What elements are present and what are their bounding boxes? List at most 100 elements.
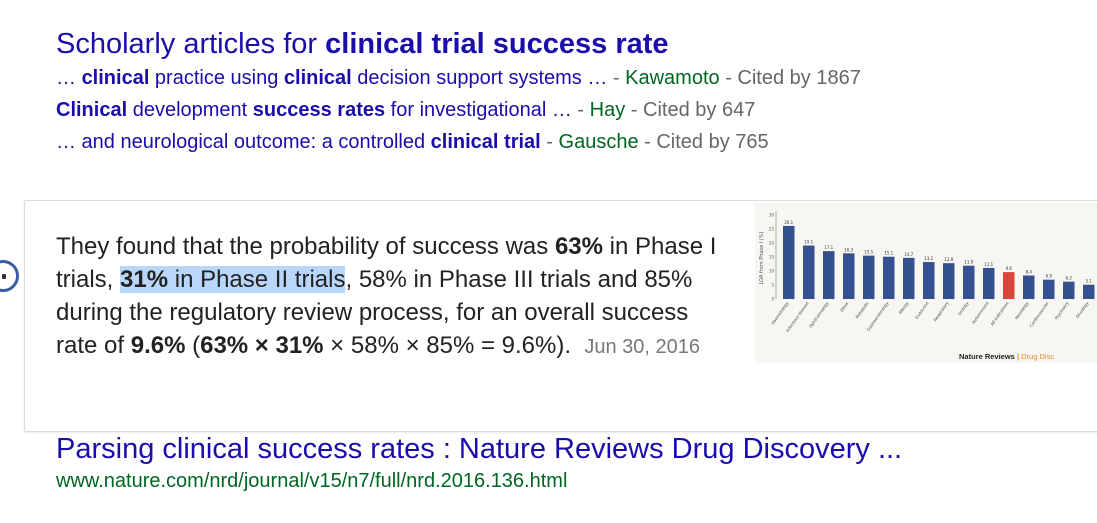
snippet-bold: 31% — [120, 266, 169, 293]
snippet-part: ( — [185, 332, 201, 359]
result-title-link[interactable]: Parsing clinical success rates : Nature … — [56, 433, 903, 465]
chart-data-label: 17.1 — [824, 245, 833, 250]
snippet-date: Jun 30, 2016 — [584, 336, 701, 358]
separator: - — [625, 99, 644, 121]
snippet-text: They found that the probability of succe… — [56, 230, 736, 364]
chart-category-label: Autoimmune — [971, 300, 990, 324]
chart-data-label: 6.2 — [1066, 276, 1073, 281]
chart-data-label: 26.1 — [784, 220, 793, 225]
chart-category-label: Psychiatry — [1054, 300, 1070, 320]
snippet-part: × 58% × 85% = 9.6%). — [323, 332, 572, 359]
scholarly-articles-block: Scholarly articles for clinical trial su… — [56, 26, 1056, 158]
cited-by-link[interactable]: Cited by 647 — [643, 99, 756, 121]
chart-data-label: 6.9 — [1046, 274, 1053, 279]
chart-data-label: 15.5 — [864, 250, 873, 255]
chart-category-label: Cardiovascular — [1028, 300, 1049, 328]
article-author-link[interactable]: Kawamoto — [625, 67, 720, 89]
scholarly-article-link[interactable]: … clinical practice using clinical decis… — [56, 67, 607, 89]
article-title-bold: success rates — [252, 99, 386, 121]
chart-data-label: 11.9 — [964, 260, 973, 265]
chart-category-label: Allergy — [897, 300, 909, 315]
chart-bar — [923, 262, 935, 299]
chart-axis: 0 5 10 15 20 25 30 — [769, 211, 777, 302]
chart-data-label: 9.6 — [1006, 266, 1013, 271]
scholarly-article-row: … and neurological outcome: a controlled… — [56, 126, 1056, 158]
snippet-part: , 58% in Phase III trials and 85% during… — [56, 266, 693, 359]
chart-bar — [943, 263, 955, 299]
article-title-text: practice using — [149, 67, 284, 89]
snippet-part: in Phase II trials — [168, 266, 346, 293]
chart-y-tick-label: 5 — [771, 283, 774, 288]
article-title-text: decision support systems … — [351, 67, 608, 89]
chart-y-tick-label: 0 — [771, 297, 774, 302]
scholarly-article-link[interactable]: … and neurological outcome: a controlled… — [56, 131, 541, 153]
selected-text-highlight: 31% in Phase II trials — [120, 266, 346, 293]
chart-y-tick-label: 25 — [769, 227, 775, 232]
chart-data-label: 16.3 — [844, 247, 853, 252]
article-title-bold: clinical — [283, 67, 352, 89]
snippet-thumbnail-image[interactable]: 0 5 10 15 20 25 30 26.1 Haematology 19.1 Infectio… — [755, 203, 1097, 363]
article-title-text: … and neurological outcome: a controlled — [56, 131, 431, 153]
chart-bar — [1003, 272, 1015, 299]
scholarly-articles-title-link[interactable]: Scholarly articles for clinical trial su… — [56, 26, 1056, 62]
chart-bars — [783, 225, 1095, 299]
chart-y-tick-label: 20 — [769, 241, 775, 246]
chart-category-label: All indications — [989, 301, 1009, 327]
chart-category-label: Haematology — [770, 300, 790, 325]
chart-bar — [1023, 275, 1035, 299]
article-author-link[interactable]: Gausche — [558, 131, 639, 153]
chart-category-label: Ophthalmology — [808, 300, 830, 329]
chart-credit: Nature Reviews | Drug Disc — [959, 352, 1054, 361]
scholarly-article-row: Clinical development success rates for i… — [56, 94, 1056, 126]
chart-data-label: 15.1 — [884, 251, 893, 256]
cursor-circle-control[interactable] — [0, 260, 19, 292]
chart-credit-sep: | — [1015, 352, 1021, 361]
snippet-bold: 63% — [554, 233, 603, 260]
scholarly-article-link[interactable]: Clinical development success rates for i… — [56, 99, 572, 121]
chart-bar — [963, 265, 975, 299]
chart-bar — [823, 251, 835, 299]
result-url: www.nature.com/nrd/journal/v15/n7/full/n… — [56, 470, 568, 492]
article-author-link[interactable]: Hay — [589, 99, 626, 121]
chart-bar — [983, 267, 995, 299]
snippet-bold: 9.6% — [130, 332, 186, 359]
snippet-part: They found that the probability of succe… — [56, 233, 555, 260]
article-title-bold: Clinical — [56, 99, 128, 121]
chart-bar — [863, 255, 875, 299]
separator: - — [540, 131, 559, 153]
scholarly-title-query: clinical trial success rate — [325, 28, 669, 60]
chart-category-label: Infectious disease — [785, 300, 810, 333]
cited-by-link[interactable]: Cited by 1867 — [737, 67, 861, 89]
chart-credit-sub: Drug Disc — [1021, 352, 1054, 361]
separator: - — [607, 67, 626, 89]
chart-category-label: Other — [839, 300, 850, 312]
chart-bar — [1063, 281, 1075, 299]
snippet-bold: 63% × 31% — [200, 332, 324, 359]
chart-bar — [803, 245, 815, 299]
chart-bar — [1083, 284, 1095, 299]
chart-ylabel: LOA from Phase I (%) — [759, 231, 765, 284]
article-title-text: for investigational … — [385, 99, 572, 121]
scholarly-article-row: … clinical practice using clinical decis… — [56, 62, 1056, 94]
chart-credit-main: Nature Reviews — [959, 352, 1015, 361]
featured-snippet-card: They found that the probability of succe… — [24, 200, 1097, 432]
chart-data-label: 12.8 — [944, 257, 953, 262]
chart-data-label: 14.7 — [904, 252, 913, 257]
chart-bar — [903, 257, 915, 299]
bar-chart-thumbnail: 0 5 10 15 20 25 30 26.1 Haematology 19.1 Infectio… — [759, 211, 1095, 361]
chart-y-tick-label: 30 — [769, 213, 775, 218]
chart-category-label: Respiratory — [932, 300, 950, 322]
chart-y-tick-label: 10 — [769, 269, 775, 274]
article-title-text: … — [56, 67, 82, 89]
chart-y-tick-label: 15 — [769, 255, 775, 260]
chart-bar — [1043, 279, 1055, 299]
separator: - — [571, 99, 590, 121]
chart-bar — [883, 256, 895, 299]
chart-data-label: 13.2 — [924, 256, 933, 261]
cited-by-link[interactable]: Cited by 765 — [656, 131, 769, 153]
separator: - — [719, 67, 738, 89]
article-title-bold: clinical — [81, 67, 150, 89]
article-title-text: development — [127, 99, 253, 121]
separator: - — [638, 131, 657, 153]
chart-category-label: Oncology — [1075, 300, 1090, 319]
